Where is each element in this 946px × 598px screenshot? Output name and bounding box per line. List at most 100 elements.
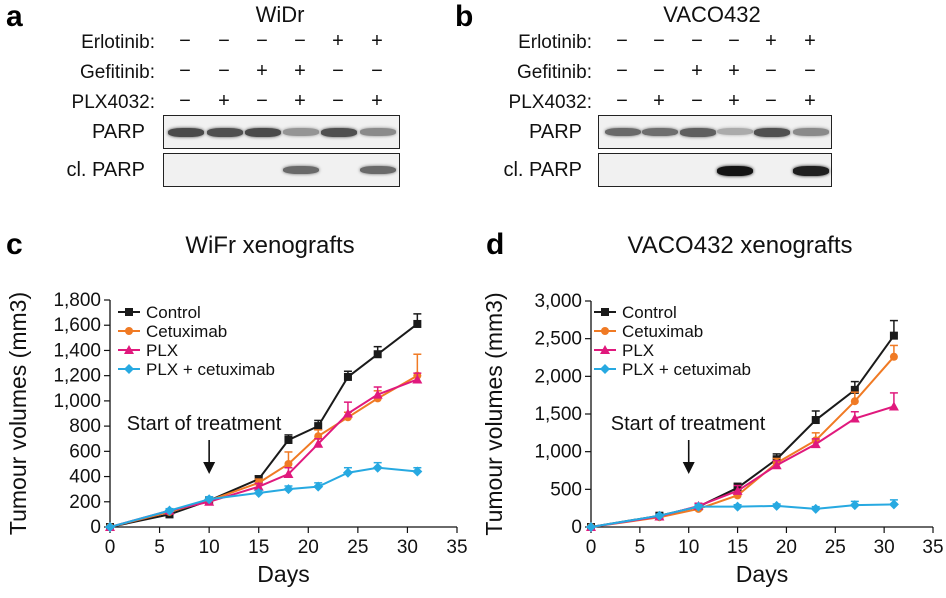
treatment-sign: + [294,60,306,82]
arrow-head [682,462,695,474]
panel-letter-a: a [6,0,23,33]
condition-label: PLX4032: [508,92,592,113]
x-tick-label: 25 [347,537,368,558]
legend-label: PLX [622,341,654,360]
triangle-marker [771,460,782,470]
diamond-marker [124,364,134,374]
blot-band [680,128,716,137]
blot-band [642,128,678,137]
band-label: cl. PARP [503,159,582,181]
x-tick-label: 10 [678,537,699,558]
condition-label: Gefitinib: [80,62,155,83]
diamond-marker [105,522,115,532]
y-tick-label: 1,200 [53,366,101,387]
blot-band [605,128,641,137]
legend-label: Cetuximab [146,322,227,341]
blot-band [793,166,829,176]
y-axis-title: Tumour volumes (mm3) [481,292,507,535]
blot-band [717,128,753,136]
treatment-sign: − [765,60,777,82]
condition-label: Gefitinib: [517,62,592,83]
treatment-sign: + [765,30,777,52]
blot-band [245,128,281,137]
treatment-sign: − [294,30,306,52]
triangle-marker [888,401,899,411]
square-marker [284,435,293,444]
condition-label: Erlotinib: [81,32,155,53]
y-tick-label: 400 [69,467,101,488]
treatment-sign: − [371,60,383,82]
treatment-sign: − [728,30,740,52]
cleaved-parp-blot-strip [598,153,832,187]
treatment-sign: − [616,30,628,52]
series-line [590,356,895,528]
chart-vaco432-xenografts: 0 5 10 15 20 25 30 35 0 500 1,000 1,500 2,000 2,500 3,… [481,291,944,587]
triangle-marker [124,345,134,354]
y-tick-label: 1,500 [534,404,582,425]
treatment-sign: − [653,60,665,82]
y-tick-label: 200 [69,492,101,513]
diamond-marker [810,503,821,514]
treatment-sign: + [371,90,383,112]
y-tick-label: 1,400 [53,340,101,361]
diamond-marker [372,462,383,473]
square-marker [601,308,609,316]
triangle-marker [732,485,743,495]
blot-band [793,128,829,136]
treatment-sign: + [256,60,268,82]
chart-wifr-xenografts: 0 5 10 15 20 25 30 35 0 200 400 600 800 1,000 1,200 1,4… [5,290,468,587]
chart-title-d: VACO432 xenografts [627,232,853,259]
condition-label: PLX4032: [71,92,155,113]
treatment-sign: − [691,30,703,52]
treatment-sign: + [728,60,740,82]
treatment-sign: − [332,60,344,82]
triangle-marker [810,439,821,449]
chart-title-c: WiFr xenografts [185,232,355,259]
x-tick-label: 15 [248,537,269,558]
blot-band [321,128,357,137]
x-tick-label: 0 [105,537,116,558]
treatment-sign: + [371,30,383,52]
treatment-sign: − [691,90,703,112]
x-tick-label: 30 [874,537,895,558]
parp-blot-strip [598,115,832,149]
square-marker [413,319,422,328]
blot-band [754,128,790,137]
arrow-head [203,462,216,474]
y-tick-label: 1,600 [53,315,101,336]
treatment-sign: − [256,90,268,112]
diamond-marker [586,522,596,532]
x-tick-label: 25 [825,537,846,558]
treatment-sign: − [179,90,191,112]
triangle-marker [342,408,353,418]
treatment-sign: + [804,30,816,52]
y-tick-label: 1,000 [53,391,101,412]
triangle-marker [372,389,383,399]
y-tick-label: 0 [571,517,582,538]
condition-label: Erlotinib: [518,32,592,53]
y-tick-label: 1,800 [53,290,101,311]
panel-letter-d: d [486,228,505,261]
diamond-marker [253,487,264,498]
x-tick-label: 20 [776,537,797,558]
diamond-marker [693,501,704,512]
square-marker [850,385,859,394]
diamond-marker [204,494,215,505]
square-marker [125,308,133,316]
blot-band [360,166,396,175]
diamond-marker [888,499,899,510]
y-tick-label: 500 [550,479,582,500]
legend-label: Cetuximab [622,322,703,341]
treatment-sign: − [218,60,230,82]
blot-band [168,128,204,137]
x-tick-label: 15 [727,537,748,558]
y-tick-label: 2,000 [534,366,582,387]
band-label: PARP [92,121,145,143]
x-tick-label: 10 [199,537,220,558]
treatment-sign: − [616,60,628,82]
treatment-sign: − [218,30,230,52]
diamond-marker [732,501,743,512]
blot-title-widr: WiDr [255,2,305,27]
treatment-sign: − [616,90,628,112]
circle-marker [601,327,609,335]
